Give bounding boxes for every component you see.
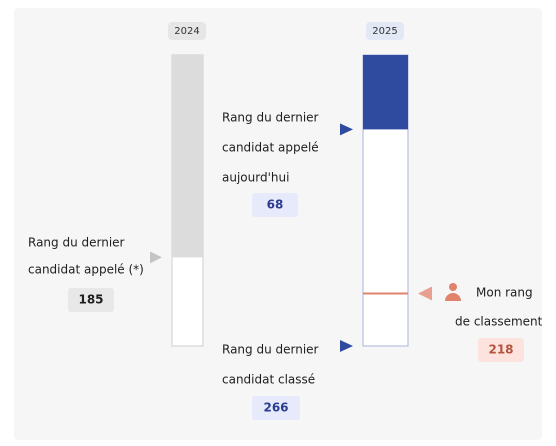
label-line: Mon rang bbox=[476, 286, 533, 300]
value-pill bbox=[478, 338, 524, 362]
value-label: 218 bbox=[488, 343, 513, 357]
label-line: candidat appelé (*) bbox=[28, 263, 144, 277]
bar-fill bbox=[363, 55, 408, 130]
label-line: Rang du dernier bbox=[222, 343, 319, 357]
bar-fill bbox=[172, 55, 203, 258]
arrow bbox=[340, 340, 353, 352]
label-line: candidat appelé bbox=[222, 141, 319, 155]
year-pill bbox=[366, 22, 404, 40]
label-line: Rang du dernier bbox=[222, 111, 319, 125]
value-pill bbox=[68, 288, 114, 312]
label-line: candidat classé bbox=[222, 373, 315, 387]
person-icon bbox=[449, 283, 457, 291]
arrow bbox=[418, 286, 432, 301]
value-label: 68 bbox=[267, 198, 284, 212]
value-label: 185 bbox=[78, 293, 103, 307]
label-line: Rang du dernier bbox=[28, 236, 125, 250]
year-pill bbox=[168, 22, 206, 40]
year-label: 2025 bbox=[372, 26, 397, 37]
value-pill bbox=[252, 193, 298, 217]
value-pill bbox=[252, 396, 300, 420]
person-icon bbox=[445, 293, 461, 301]
label-line: aujourd'hui bbox=[222, 171, 289, 185]
value-label: 266 bbox=[263, 401, 288, 415]
arrow bbox=[150, 251, 162, 264]
label-line: de classement bbox=[455, 315, 543, 329]
year-label: 2024 bbox=[174, 26, 199, 37]
arrow bbox=[340, 123, 353, 136]
panel bbox=[14, 8, 542, 440]
